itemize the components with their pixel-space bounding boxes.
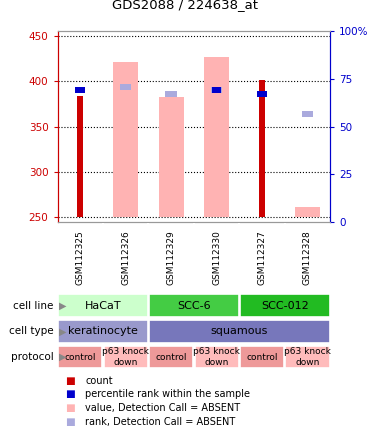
Bar xyxy=(240,294,329,317)
Text: count: count xyxy=(85,376,113,385)
Bar xyxy=(165,91,177,97)
Text: GSM112325: GSM112325 xyxy=(76,230,85,285)
Text: p63 knock
down: p63 knock down xyxy=(193,348,240,367)
Text: value, Detection Call = ABSENT: value, Detection Call = ABSENT xyxy=(85,403,240,413)
Text: percentile rank within the sample: percentile rank within the sample xyxy=(85,389,250,399)
Text: squamous: squamous xyxy=(211,326,268,337)
Text: control: control xyxy=(246,353,278,362)
Text: ▶: ▶ xyxy=(59,352,67,362)
Text: GSM112329: GSM112329 xyxy=(167,230,175,285)
Bar xyxy=(204,57,229,218)
Bar xyxy=(149,320,329,343)
Text: protocol: protocol xyxy=(11,352,54,362)
Text: SCC-012: SCC-012 xyxy=(261,301,309,311)
Text: GDS2088 / 224638_at: GDS2088 / 224638_at xyxy=(112,0,259,11)
Text: GSM112328: GSM112328 xyxy=(303,230,312,285)
Bar xyxy=(78,95,83,218)
Text: cell type: cell type xyxy=(9,326,54,337)
Text: cell line: cell line xyxy=(13,301,54,311)
Bar xyxy=(212,87,221,93)
Bar xyxy=(104,346,148,369)
Bar xyxy=(285,346,329,369)
Bar xyxy=(58,294,148,317)
Text: GSM112326: GSM112326 xyxy=(121,230,130,285)
Text: HaCaT: HaCaT xyxy=(85,301,121,311)
Text: ▶: ▶ xyxy=(59,301,67,311)
Bar xyxy=(302,111,313,118)
Bar xyxy=(211,87,222,93)
Bar xyxy=(257,91,267,97)
Text: p63 knock
down: p63 knock down xyxy=(102,348,149,367)
Text: control: control xyxy=(65,353,96,362)
Bar xyxy=(113,62,138,218)
Bar xyxy=(75,87,85,93)
Text: GSM112327: GSM112327 xyxy=(257,230,266,285)
Text: control: control xyxy=(155,353,187,362)
Bar xyxy=(149,346,193,369)
Text: ■: ■ xyxy=(65,403,75,413)
Text: keratinocyte: keratinocyte xyxy=(68,326,138,337)
Bar xyxy=(194,346,239,369)
Bar xyxy=(259,80,265,218)
Text: rank, Detection Call = ABSENT: rank, Detection Call = ABSENT xyxy=(85,417,236,427)
Text: ■: ■ xyxy=(65,389,75,399)
Text: SCC-6: SCC-6 xyxy=(177,301,211,311)
Text: p63 knock
down: p63 knock down xyxy=(284,348,331,367)
Bar xyxy=(120,84,131,90)
Bar xyxy=(58,320,148,343)
Bar xyxy=(295,206,320,218)
Bar xyxy=(159,97,184,218)
Text: ▶: ▶ xyxy=(59,326,67,337)
Bar xyxy=(58,346,102,369)
Text: ■: ■ xyxy=(65,417,75,427)
Text: ■: ■ xyxy=(65,376,75,385)
Text: GSM112330: GSM112330 xyxy=(212,230,221,285)
Bar xyxy=(149,294,239,317)
Bar xyxy=(240,346,284,369)
